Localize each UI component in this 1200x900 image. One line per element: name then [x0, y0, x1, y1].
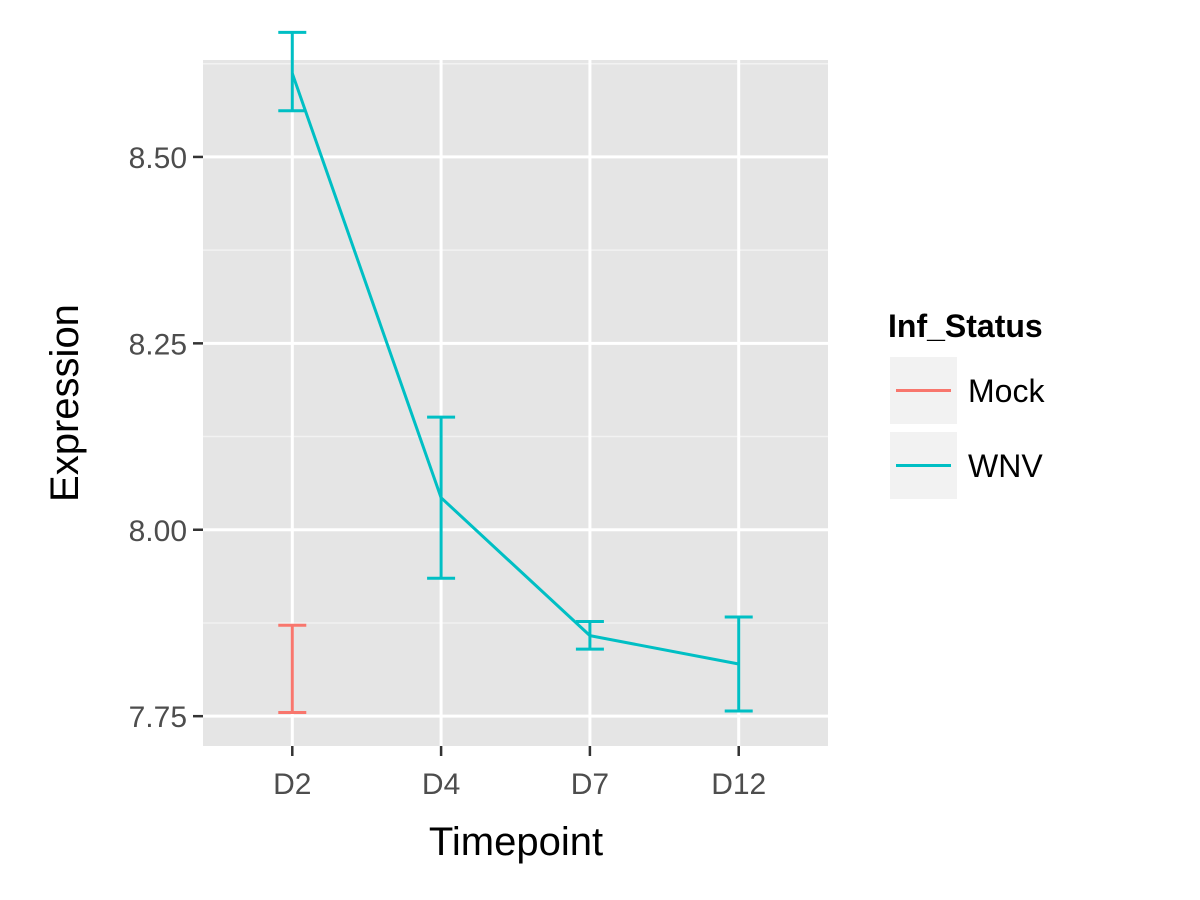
- x-tick-label: D12: [711, 768, 766, 801]
- y-axis-title: Expression: [43, 304, 87, 502]
- legend-title: Inf_Status: [888, 308, 1043, 344]
- legend-label: Mock: [968, 373, 1045, 409]
- series-line-wnv: [290, 72, 739, 666]
- grid-minor: [203, 62, 828, 624]
- legend: Inf_Status Mock WNV: [888, 308, 1045, 499]
- y-tick-label: 8.50: [129, 142, 187, 175]
- y-tick-label: 7.75: [129, 701, 187, 734]
- x-axis: D2 D4 D7 D12: [273, 746, 766, 801]
- x-tick-label: D2: [273, 768, 311, 801]
- x-axis-title: Timepoint: [429, 820, 603, 864]
- x-tick-label: D4: [422, 768, 460, 801]
- y-axis: 7.75 8.00 8.25 8.50: [129, 142, 203, 734]
- legend-label: WNV: [968, 448, 1043, 484]
- legend-items: Mock WNV: [890, 357, 1045, 499]
- series-mock: [278, 623, 307, 714]
- x-tick-label: D7: [571, 768, 609, 801]
- series-wnv: [278, 30, 753, 713]
- legend-item-wnv: WNV: [890, 432, 1043, 499]
- y-tick-label: 8.25: [129, 328, 187, 361]
- y-tick-label: 8.00: [129, 515, 187, 548]
- series-layer: [278, 30, 753, 714]
- plot-panel: [203, 60, 828, 746]
- legend-item-mock: Mock: [890, 357, 1045, 424]
